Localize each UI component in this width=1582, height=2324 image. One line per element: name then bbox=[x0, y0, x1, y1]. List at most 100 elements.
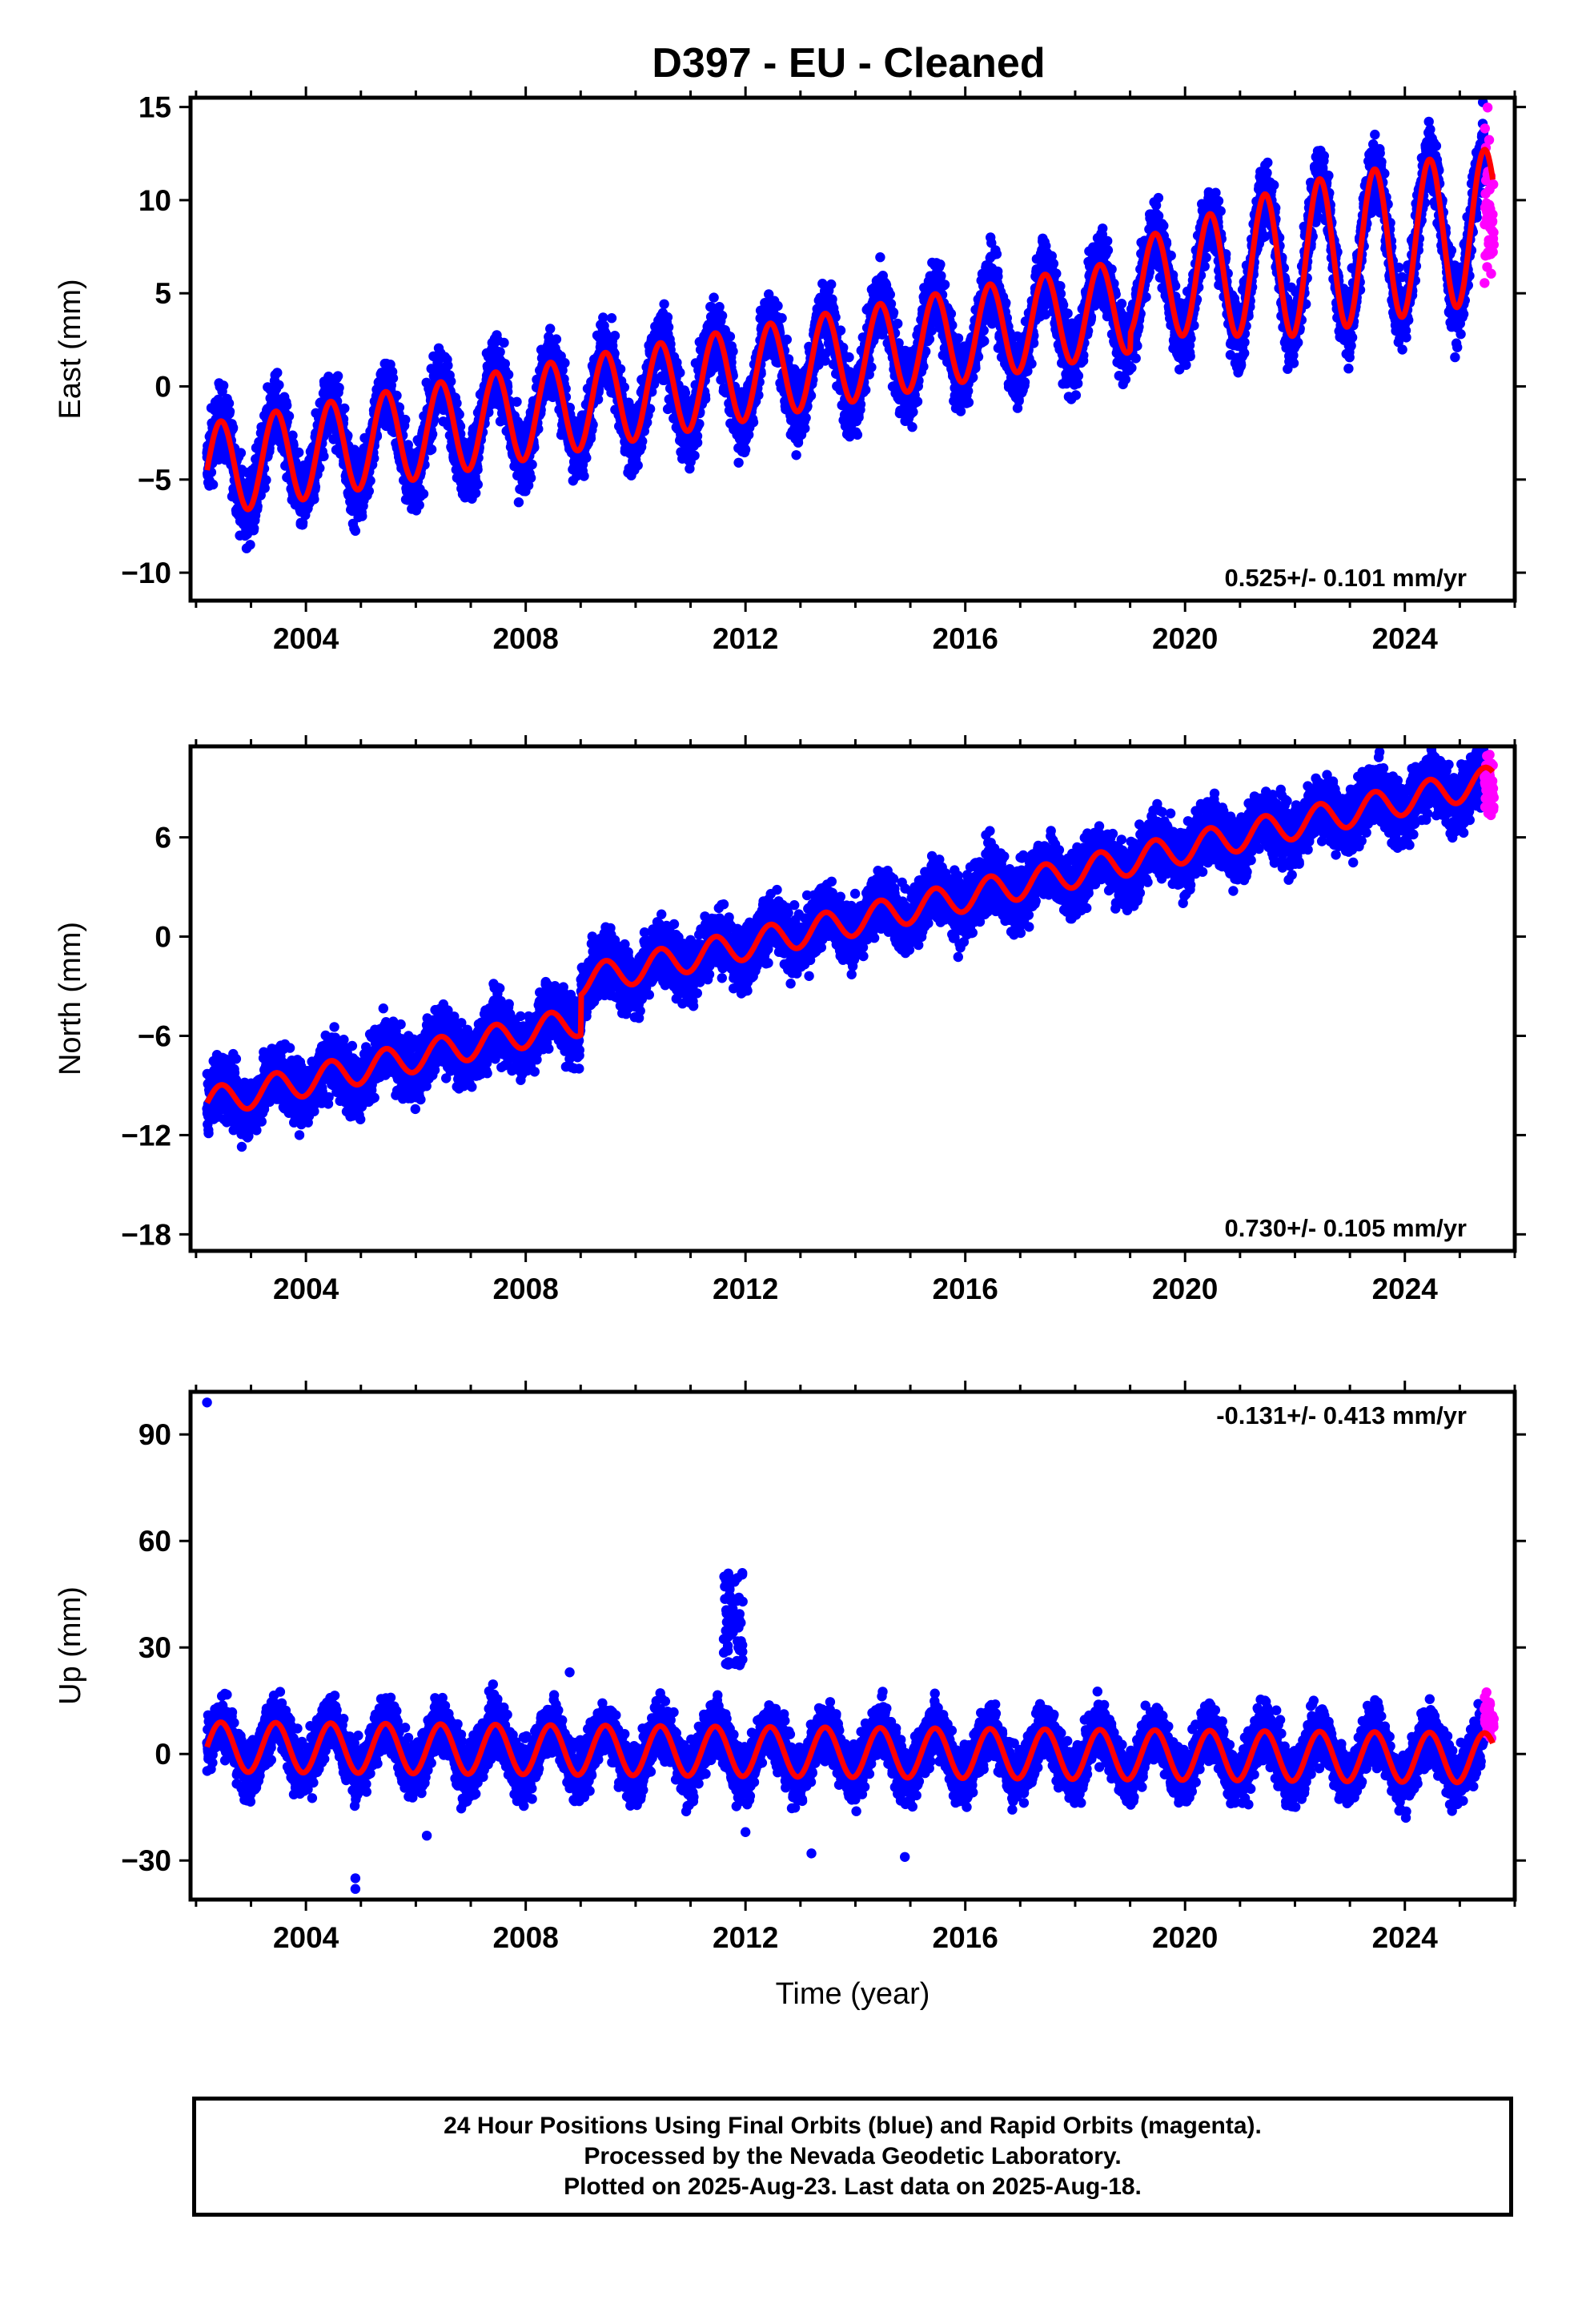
data-point bbox=[800, 423, 810, 434]
data-point bbox=[261, 475, 271, 485]
data-point bbox=[835, 325, 846, 336]
data-point bbox=[400, 414, 411, 425]
data-point bbox=[512, 396, 522, 407]
data-point bbox=[692, 437, 703, 448]
data-point bbox=[207, 479, 219, 490]
data-point bbox=[223, 398, 235, 408]
data-point bbox=[637, 436, 648, 447]
data-point bbox=[472, 464, 483, 475]
data-point bbox=[455, 421, 466, 432]
data-point bbox=[513, 497, 524, 508]
data-point bbox=[525, 472, 536, 483]
data-point bbox=[339, 403, 350, 414]
data-point bbox=[527, 459, 537, 470]
data-point bbox=[227, 422, 239, 433]
data-point bbox=[827, 294, 837, 304]
data-point bbox=[363, 486, 374, 497]
data-point bbox=[418, 489, 429, 499]
data-point bbox=[866, 362, 877, 372]
data-point bbox=[936, 271, 946, 281]
data-point bbox=[642, 417, 652, 428]
data-point bbox=[700, 393, 711, 404]
data-point bbox=[287, 430, 298, 440]
data-point bbox=[365, 476, 375, 486]
data-point bbox=[662, 312, 673, 323]
data-point bbox=[946, 308, 957, 319]
data-point bbox=[885, 289, 896, 300]
data-point bbox=[426, 444, 437, 455]
data-point bbox=[773, 300, 783, 312]
data-point bbox=[499, 337, 509, 348]
data-point bbox=[272, 368, 283, 378]
panels: 2004 2008 2012 2016 2020 2024−10−5051015East … bbox=[54, 86, 1526, 2011]
data-point bbox=[294, 447, 304, 458]
data-point bbox=[663, 322, 674, 332]
data-point bbox=[560, 358, 570, 368]
data-point bbox=[471, 488, 481, 498]
data-point bbox=[791, 450, 801, 460]
data-point bbox=[725, 332, 736, 342]
data-point bbox=[259, 483, 270, 493]
data-point bbox=[826, 279, 837, 290]
data-point bbox=[748, 417, 759, 428]
data-point bbox=[844, 352, 854, 363]
data-point bbox=[472, 479, 483, 490]
data-point bbox=[350, 525, 361, 537]
data-point bbox=[632, 460, 643, 471]
data-point bbox=[245, 540, 255, 550]
data-point bbox=[503, 369, 514, 380]
data-point bbox=[781, 334, 792, 345]
data-point bbox=[619, 382, 629, 392]
data-point bbox=[309, 494, 319, 505]
data-point bbox=[545, 324, 556, 334]
data-point bbox=[907, 422, 917, 432]
data-point bbox=[319, 451, 329, 461]
data-point bbox=[334, 383, 344, 393]
data-point bbox=[585, 433, 596, 444]
data-point bbox=[609, 331, 620, 341]
figure-title: D397 - EU - Cleaned bbox=[652, 40, 1045, 86]
data-point bbox=[235, 448, 247, 458]
data-point bbox=[801, 412, 811, 423]
panel-east: 2004 2008 2012 2016 2020 2024−10−5051015East … bbox=[54, 86, 1526, 655]
data-point bbox=[728, 346, 738, 356]
data-point bbox=[394, 402, 405, 412]
data-point bbox=[598, 312, 608, 323]
data-point bbox=[282, 400, 292, 411]
data-point bbox=[387, 373, 399, 384]
data-point bbox=[443, 360, 453, 371]
data-point bbox=[454, 409, 464, 420]
data-point bbox=[249, 523, 259, 533]
data-point bbox=[675, 368, 685, 378]
data-point bbox=[274, 380, 284, 390]
data-point bbox=[288, 440, 299, 451]
data-point bbox=[581, 452, 592, 463]
data-point bbox=[939, 279, 950, 290]
data-point bbox=[551, 334, 562, 344]
data-point bbox=[315, 463, 325, 473]
data-point bbox=[888, 308, 899, 318]
data-point bbox=[644, 404, 656, 414]
data-point bbox=[893, 318, 903, 329]
data-point bbox=[391, 390, 402, 401]
data-point bbox=[733, 457, 744, 468]
data-point bbox=[523, 480, 534, 491]
data-point bbox=[283, 411, 295, 421]
data-point bbox=[875, 252, 885, 263]
data-point bbox=[709, 292, 719, 303]
data-point bbox=[659, 299, 669, 309]
data-point bbox=[717, 311, 728, 321]
data-point bbox=[606, 313, 617, 324]
data-point bbox=[495, 347, 505, 357]
data-point bbox=[689, 450, 700, 461]
data-point bbox=[777, 313, 787, 324]
data-point bbox=[403, 440, 413, 450]
data-point bbox=[592, 394, 604, 404]
data-point bbox=[414, 500, 424, 510]
data-point bbox=[740, 444, 751, 455]
data-point bbox=[908, 407, 918, 417]
data-point bbox=[297, 517, 308, 528]
data-point bbox=[357, 511, 367, 521]
data-point bbox=[427, 428, 438, 440]
